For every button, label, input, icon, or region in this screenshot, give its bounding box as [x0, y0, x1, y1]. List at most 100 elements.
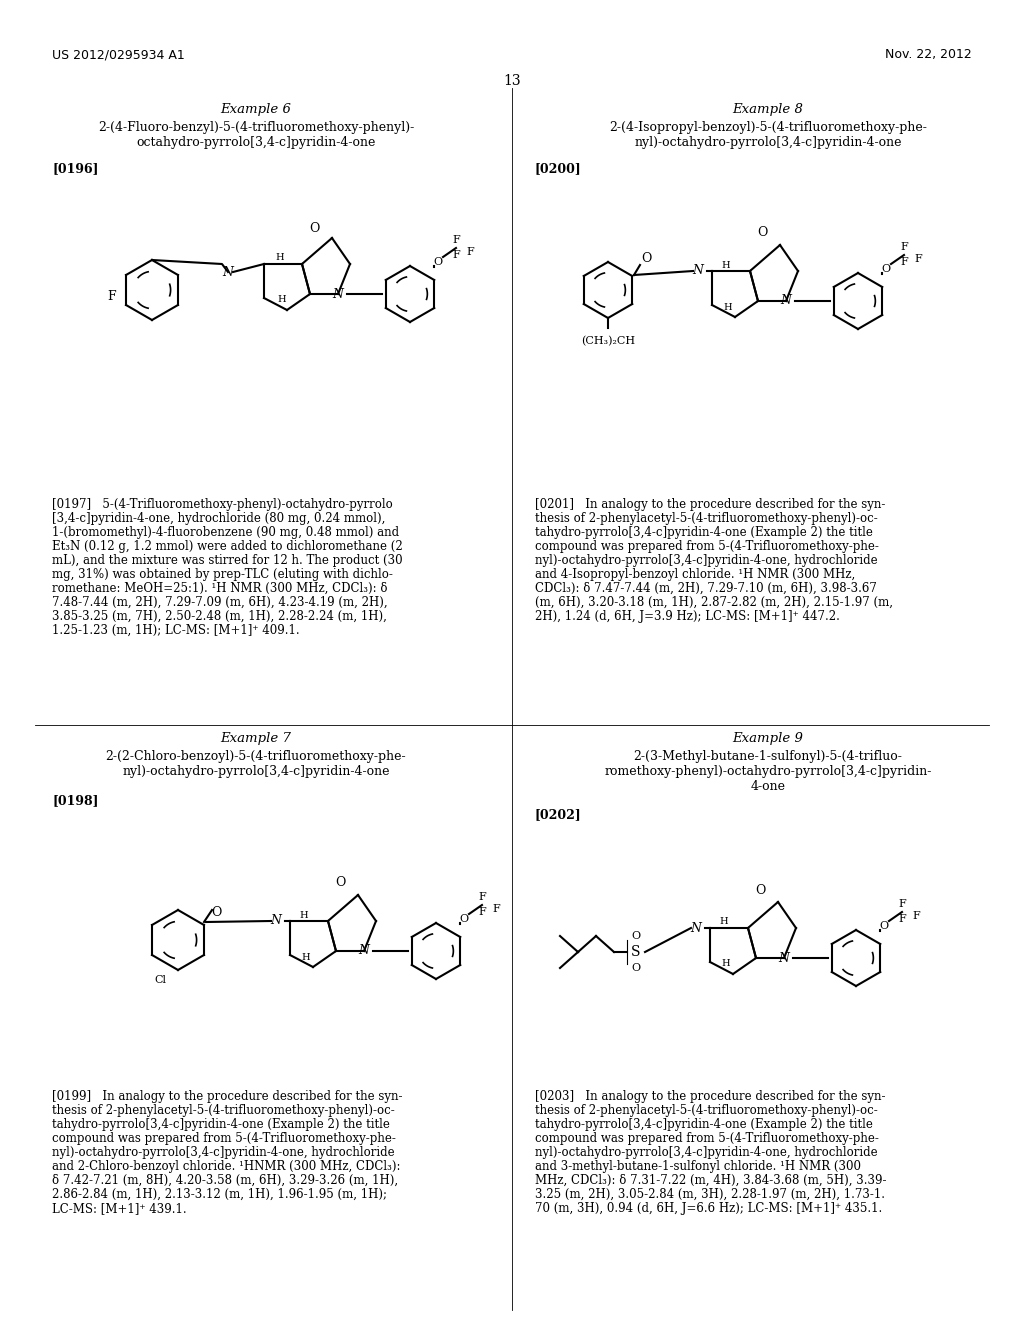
- Text: 13: 13: [503, 74, 521, 88]
- Text: O: O: [335, 876, 345, 890]
- Text: 2-(4-Isopropyl-benzoyl)-5-(4-trifluoromethoxy-phe-: 2-(4-Isopropyl-benzoyl)-5-(4-trifluorome…: [609, 121, 927, 135]
- Text: O: O: [880, 921, 889, 931]
- Text: O: O: [882, 264, 891, 275]
- Text: H: H: [275, 253, 285, 263]
- Text: H: H: [720, 917, 728, 927]
- Text: F: F: [898, 899, 906, 909]
- Text: 3.25 (m, 2H), 3.05-2.84 (m, 3H), 2.28-1.97 (m, 2H), 1.73-1.: 3.25 (m, 2H), 3.05-2.84 (m, 3H), 2.28-1.…: [535, 1188, 885, 1201]
- Text: O: O: [211, 906, 221, 919]
- Text: [0200]: [0200]: [535, 162, 582, 176]
- Text: mL), and the mixture was stirred for 12 h. The product (30: mL), and the mixture was stirred for 12 …: [52, 554, 402, 568]
- Text: N: N: [333, 288, 343, 301]
- Text: N: N: [692, 264, 703, 277]
- Text: Nov. 22, 2012: Nov. 22, 2012: [886, 48, 972, 61]
- Text: and 2-Chloro-benzoyl chloride. ¹HNMR (300 MHz, CDCl₃):: and 2-Chloro-benzoyl chloride. ¹HNMR (30…: [52, 1160, 400, 1173]
- Text: Example 8: Example 8: [732, 103, 804, 116]
- Text: H: H: [300, 911, 308, 920]
- Text: [0197]   5-(4-Trifluoromethoxy-phenyl)-octahydro-pyrrolo: [0197] 5-(4-Trifluoromethoxy-phenyl)-oct…: [52, 498, 393, 511]
- Text: nyl)-octahydro-pyrrolo[3,4-c]pyridin-4-one, hydrochloride: nyl)-octahydro-pyrrolo[3,4-c]pyridin-4-o…: [535, 1146, 878, 1159]
- Text: O: O: [641, 252, 651, 264]
- Text: and 4-Isopropyl-benzoyl chloride. ¹H NMR (300 MHz,: and 4-Isopropyl-benzoyl chloride. ¹H NMR…: [535, 568, 855, 581]
- Text: Example 6: Example 6: [220, 103, 292, 116]
- Text: (m, 6H), 3.20-3.18 (m, 1H), 2.87-2.82 (m, 2H), 2.15-1.97 (m,: (m, 6H), 3.20-3.18 (m, 1H), 2.87-2.82 (m…: [535, 597, 893, 609]
- Text: 7.48-7.44 (m, 2H), 7.29-7.09 (m, 6H), 4.23-4.19 (m, 2H),: 7.48-7.44 (m, 2H), 7.29-7.09 (m, 6H), 4.…: [52, 597, 388, 609]
- Text: compound was prepared from 5-(4-Trifluoromethoxy-phe-: compound was prepared from 5-(4-Trifluor…: [52, 1133, 396, 1144]
- Text: N: N: [780, 294, 792, 308]
- Text: O: O: [309, 222, 319, 235]
- Text: O: O: [632, 931, 641, 941]
- Text: 2.86-2.84 (m, 1H), 2.13-3.12 (m, 1H), 1.96-1.95 (m, 1H);: 2.86-2.84 (m, 1H), 2.13-3.12 (m, 1H), 1.…: [52, 1188, 387, 1201]
- Text: F: F: [478, 907, 485, 917]
- Text: octahydro-pyrrolo[3,4-c]pyridin-4-one: octahydro-pyrrolo[3,4-c]pyridin-4-one: [136, 136, 376, 149]
- Text: O: O: [632, 964, 641, 973]
- Text: N: N: [358, 945, 370, 957]
- Text: [0199]   In analogy to the procedure described for the syn-: [0199] In analogy to the procedure descr…: [52, 1090, 402, 1104]
- Text: [0201]   In analogy to the procedure described for the syn-: [0201] In analogy to the procedure descr…: [535, 498, 886, 511]
- Text: O: O: [755, 883, 765, 896]
- Text: F: F: [900, 257, 907, 267]
- Text: [3,4-c]pyridin-4-one, hydrochloride (80 mg, 0.24 mmol),: [3,4-c]pyridin-4-one, hydrochloride (80 …: [52, 512, 385, 525]
- Text: δ 7.42-7.21 (m, 8H), 4.20-3.58 (m, 6H), 3.29-3.26 (m, 1H),: δ 7.42-7.21 (m, 8H), 4.20-3.58 (m, 6H), …: [52, 1173, 398, 1187]
- Text: thesis of 2-phenylacetyl-5-(4-trifluoromethoxy-phenyl)-oc-: thesis of 2-phenylacetyl-5-(4-trifluorom…: [535, 1104, 878, 1117]
- Text: H: H: [724, 302, 732, 312]
- Text: thesis of 2-phenylacetyl-5-(4-trifluoromethoxy-phenyl)-oc-: thesis of 2-phenylacetyl-5-(4-trifluorom…: [535, 512, 878, 525]
- Text: F: F: [466, 247, 474, 257]
- Text: Example 9: Example 9: [732, 733, 804, 744]
- Text: 1.25-1.23 (m, 1H); LC-MS: [M+1]⁺ 409.1.: 1.25-1.23 (m, 1H); LC-MS: [M+1]⁺ 409.1.: [52, 624, 300, 638]
- Text: thesis of 2-phenylacetyl-5-(4-trifluoromethoxy-phenyl)-oc-: thesis of 2-phenylacetyl-5-(4-trifluorom…: [52, 1104, 394, 1117]
- Text: F: F: [452, 249, 460, 260]
- Text: [0196]: [0196]: [52, 162, 98, 176]
- Text: O: O: [433, 257, 442, 267]
- Text: F: F: [898, 913, 906, 924]
- Text: Cl: Cl: [154, 975, 166, 985]
- Text: O: O: [757, 227, 767, 239]
- Text: [0202]: [0202]: [535, 808, 582, 821]
- Text: 2H), 1.24 (d, 6H, J=3.9 Hz); LC-MS: [M+1]⁺ 447.2.: 2H), 1.24 (d, 6H, J=3.9 Hz); LC-MS: [M+1…: [535, 610, 840, 623]
- Text: nyl)-octahydro-pyrrolo[3,4-c]pyridin-4-one, hydrochloride: nyl)-octahydro-pyrrolo[3,4-c]pyridin-4-o…: [535, 554, 878, 568]
- Text: romethoxy-phenyl)-octahydro-pyrrolo[3,4-c]pyridin-: romethoxy-phenyl)-octahydro-pyrrolo[3,4-…: [604, 766, 932, 777]
- Text: Et₃N (0.12 g, 1.2 mmol) were added to dichloromethane (2: Et₃N (0.12 g, 1.2 mmol) were added to di…: [52, 540, 402, 553]
- Text: nyl)-octahydro-pyrrolo[3,4-c]pyridin-4-one, hydrochloride: nyl)-octahydro-pyrrolo[3,4-c]pyridin-4-o…: [52, 1146, 394, 1159]
- Text: H: H: [722, 960, 730, 969]
- Text: and 3-methyl-butane-1-sulfonyl chloride. ¹H NMR (300: and 3-methyl-butane-1-sulfonyl chloride.…: [535, 1160, 861, 1173]
- Text: romethane: MeOH=25:1). ¹H NMR (300 MHz, CDCl₃): δ: romethane: MeOH=25:1). ¹H NMR (300 MHz, …: [52, 582, 387, 595]
- Text: mg, 31%) was obtained by prep-TLC (eluting with dichlo-: mg, 31%) was obtained by prep-TLC (eluti…: [52, 568, 393, 581]
- Text: nyl)-octahydro-pyrrolo[3,4-c]pyridin-4-one: nyl)-octahydro-pyrrolo[3,4-c]pyridin-4-o…: [634, 136, 902, 149]
- Text: LC-MS: [M+1]⁺ 439.1.: LC-MS: [M+1]⁺ 439.1.: [52, 1203, 186, 1214]
- Text: N: N: [222, 265, 233, 279]
- Text: F: F: [108, 289, 117, 302]
- Text: N: N: [778, 952, 790, 965]
- Text: 1-(bromomethyl)-4-fluorobenzene (90 mg, 0.48 mmol) and: 1-(bromomethyl)-4-fluorobenzene (90 mg, …: [52, 525, 399, 539]
- Text: tahydro-pyrrolo[3,4-c]pyridin-4-one (Example 2) the title: tahydro-pyrrolo[3,4-c]pyridin-4-one (Exa…: [52, 1118, 390, 1131]
- Text: N: N: [690, 921, 701, 935]
- Text: 70 (m, 3H), 0.94 (d, 6H, J=6.6 Hz); LC-MS: [M+1]⁺ 435.1.: 70 (m, 3H), 0.94 (d, 6H, J=6.6 Hz); LC-M…: [535, 1203, 883, 1214]
- Text: O: O: [460, 913, 469, 924]
- Text: 2-(4-Fluoro-benzyl)-5-(4-trifluoromethoxy-phenyl)-: 2-(4-Fluoro-benzyl)-5-(4-trifluoromethox…: [98, 121, 414, 135]
- Text: 3.85-3.25 (m, 7H), 2.50-2.48 (m, 1H), 2.28-2.24 (m, 1H),: 3.85-3.25 (m, 7H), 2.50-2.48 (m, 1H), 2.…: [52, 610, 387, 623]
- Text: 2-(2-Chloro-benzoyl)-5-(4-trifluoromethoxy-phe-: 2-(2-Chloro-benzoyl)-5-(4-trifluorometho…: [105, 750, 407, 763]
- Text: tahydro-pyrrolo[3,4-c]pyridin-4-one (Example 2) the title: tahydro-pyrrolo[3,4-c]pyridin-4-one (Exa…: [535, 525, 872, 539]
- Text: H: H: [722, 260, 730, 269]
- Text: H: H: [302, 953, 310, 961]
- Text: 4-one: 4-one: [751, 780, 785, 793]
- Text: CDCl₃): δ 7.47-7.44 (m, 2H), 7.29-7.10 (m, 6H), 3.98-3.67: CDCl₃): δ 7.47-7.44 (m, 2H), 7.29-7.10 (…: [535, 582, 877, 595]
- Text: S: S: [631, 945, 641, 960]
- Text: (CH₃)₂CH: (CH₃)₂CH: [581, 337, 635, 346]
- Text: 2-(3-Methyl-butane-1-sulfonyl)-5-(4-trifluo-: 2-(3-Methyl-butane-1-sulfonyl)-5-(4-trif…: [634, 750, 902, 763]
- Text: F: F: [452, 235, 460, 246]
- Text: F: F: [900, 242, 907, 252]
- Text: [0203]   In analogy to the procedure described for the syn-: [0203] In analogy to the procedure descr…: [535, 1090, 886, 1104]
- Text: [0198]: [0198]: [52, 795, 98, 807]
- Text: F: F: [914, 253, 922, 264]
- Text: N: N: [270, 915, 282, 928]
- Text: nyl)-octahydro-pyrrolo[3,4-c]pyridin-4-one: nyl)-octahydro-pyrrolo[3,4-c]pyridin-4-o…: [122, 766, 390, 777]
- Text: F: F: [478, 892, 485, 902]
- Text: Example 7: Example 7: [220, 733, 292, 744]
- Text: MHz, CDCl₃): δ 7.31-7.22 (m, 4H), 3.84-3.68 (m, 5H), 3.39-: MHz, CDCl₃): δ 7.31-7.22 (m, 4H), 3.84-3…: [535, 1173, 887, 1187]
- Text: F: F: [492, 904, 500, 913]
- Text: US 2012/0295934 A1: US 2012/0295934 A1: [52, 48, 184, 61]
- Text: H: H: [278, 296, 287, 305]
- Text: compound was prepared from 5-(4-Trifluoromethoxy-phe-: compound was prepared from 5-(4-Trifluor…: [535, 540, 879, 553]
- Text: tahydro-pyrrolo[3,4-c]pyridin-4-one (Example 2) the title: tahydro-pyrrolo[3,4-c]pyridin-4-one (Exa…: [535, 1118, 872, 1131]
- Text: compound was prepared from 5-(4-Trifluoromethoxy-phe-: compound was prepared from 5-(4-Trifluor…: [535, 1133, 879, 1144]
